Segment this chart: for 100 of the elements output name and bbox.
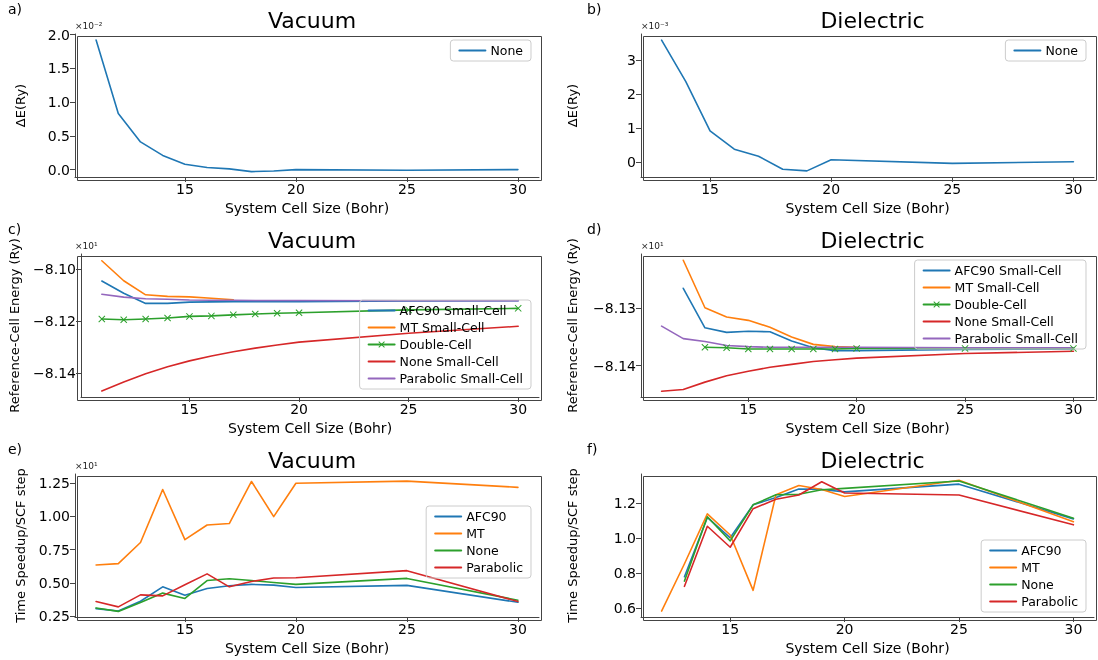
y-tick-label: 1.0 (47, 94, 70, 111)
legend-label: Parabolic Small-Cell (399, 371, 524, 386)
x-tick-label: 30 (1064, 621, 1083, 637)
y-axis-title: ΔE(Ry) (565, 83, 580, 128)
legend-label: Parabolic (466, 560, 524, 575)
x-axis-title: System Cell Size (Bohr) (224, 640, 390, 656)
y-tick-label: −8.14 (593, 357, 637, 374)
point (120, 316, 128, 324)
point (514, 304, 522, 312)
x-axis-title: System Cell Size (Bohr) (227, 420, 393, 436)
x-tick-label: 25 (397, 181, 416, 197)
x-tick-label: 30 (1064, 401, 1083, 417)
x-tick-label: 20 (835, 621, 854, 637)
legend-label: AFC90 (466, 509, 507, 524)
y-tick-label: 0.75 (38, 541, 70, 558)
x-tick-label: 15 (175, 181, 194, 197)
legend-label: Parabolic (1021, 594, 1079, 609)
y-tick-label: −8.14 (33, 365, 77, 382)
chart-title: Dielectric (820, 227, 925, 253)
y-tick-label: 0.25 (38, 608, 70, 625)
point (142, 315, 150, 323)
legend-label: MT (466, 526, 485, 541)
legend-label: None Small-Cell (399, 354, 499, 369)
x-tick-label: 15 (701, 181, 719, 197)
legend-label: None (466, 543, 500, 558)
chart-title: Vacuum (267, 227, 357, 253)
legend-label: Double-Cell (399, 337, 472, 352)
y-axis-title: Reference-Cell Energy (Ry) (565, 238, 580, 413)
text: b) (587, 1, 602, 17)
x-tick-label: 30 (1064, 181, 1083, 197)
y-axis-title: ΔE(Ry) (13, 83, 28, 128)
line-series (101, 293, 519, 302)
y-tick-label: 0.50 (38, 574, 70, 591)
x-axis-title: System Cell Size (Bohr) (785, 200, 950, 216)
y-tick-label: 1.5 (47, 60, 70, 77)
y-tick-label: 1.0 (613, 530, 636, 547)
point (207, 312, 215, 320)
x-tick-label: 25 (397, 621, 416, 637)
x-tick-label: 20 (847, 401, 866, 417)
x-tick-label: 15 (721, 621, 740, 637)
legend-label: None (1021, 577, 1055, 592)
x-tick-label: 30 (509, 181, 527, 197)
text: f) (587, 441, 598, 457)
y-tick-label: −8.13 (593, 300, 636, 317)
text: a) (8, 1, 23, 17)
legend-label: MT Small-Cell (954, 280, 1040, 295)
legend-label: MT (1021, 560, 1040, 575)
y-axis-title: Time Speedup/SCF step (13, 468, 28, 624)
legend-label: None Small-Cell (954, 314, 1054, 329)
y-tick-label: −8.12 (33, 313, 76, 330)
chart-title: Vacuum (267, 447, 357, 473)
y-tick-label: 2 (627, 86, 636, 103)
legend-label: Double-Cell (954, 297, 1027, 312)
text: ×10¹ (75, 460, 98, 471)
y-tick-label: 0.5 (47, 127, 70, 144)
y-tick-label: 1.00 (38, 508, 70, 525)
chart-title: Dielectric (820, 447, 925, 473)
y-tick-label: −8.10 (33, 261, 76, 278)
x-tick-label: 25 (956, 401, 974, 417)
text: ×10⁻³ (641, 20, 669, 31)
y-tick-label: 0.6 (613, 600, 637, 617)
x-tick-label: 25 (943, 181, 962, 197)
line-series (95, 577, 519, 613)
x-tick-label: 20 (822, 181, 841, 197)
x-tick-label: 30 (509, 401, 528, 417)
legend-label: None (1045, 43, 1079, 58)
x-tick-label: 20 (290, 401, 308, 417)
y-tick-label: 1 (627, 120, 636, 137)
x-axis-title: System Cell Size (Bohr) (785, 640, 950, 656)
x-tick-label: 20 (286, 181, 305, 197)
y-tick-label: 0.8 (613, 565, 636, 582)
legend-label: Parabolic Small-Cell (954, 331, 1079, 346)
x-tick-label: 30 (509, 621, 527, 637)
y-tick-label: 1.2 (613, 495, 636, 512)
x-tick-label: 15 (180, 401, 199, 417)
text: d) (587, 221, 602, 237)
x-axis-title: System Cell Size (Bohr) (224, 200, 390, 216)
legend-label: None (490, 43, 524, 58)
x-tick-label: 15 (739, 401, 758, 417)
chart-title: Vacuum (267, 7, 357, 33)
point (164, 314, 172, 322)
x-axis-title: System Cell Size (Bohr) (785, 420, 950, 436)
chart-title: Dielectric (820, 7, 925, 33)
text: e) (8, 441, 23, 457)
y-tick-label: 3 (627, 52, 636, 69)
x-tick-label: 20 (286, 621, 305, 637)
legend-label: AFC90 (1021, 543, 1062, 558)
point (229, 311, 237, 319)
y-tick-label: 2.0 (47, 26, 70, 43)
x-tick-label: 25 (399, 401, 418, 417)
line-series (95, 583, 519, 612)
y-tick-label: 0 (627, 154, 636, 171)
legend-label: AFC90 Small-Cell (954, 263, 1062, 278)
x-tick-label: 25 (950, 621, 968, 637)
text: ×10¹ (75, 240, 98, 251)
point (273, 309, 281, 317)
text: ×10¹ (641, 240, 664, 251)
y-axis-title: Time Speedup/SCF step (565, 468, 580, 624)
x-tick-label: 15 (175, 621, 194, 637)
y-axis-title: Reference-Cell Energy (Ry) (7, 238, 22, 413)
